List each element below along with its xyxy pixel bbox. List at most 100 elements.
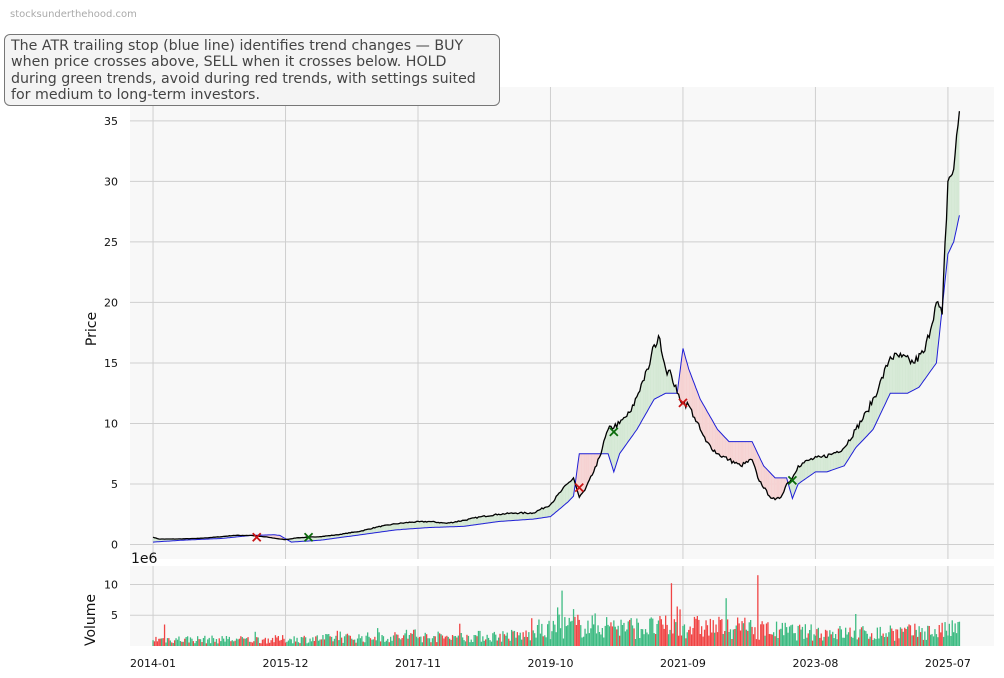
volume-bar [898, 638, 900, 646]
volume-bar [463, 640, 465, 646]
volume-bar [724, 631, 726, 646]
trend-up-fill [396, 523, 398, 530]
volume-bar [896, 629, 899, 646]
volume-bar [300, 637, 302, 646]
volume-bar [732, 629, 734, 646]
volume-bar [490, 641, 493, 646]
volume-bar [728, 632, 730, 646]
volume-bar [437, 631, 439, 646]
trend-up-fill [648, 364, 650, 410]
volume-bar [882, 633, 884, 646]
trend-down-fill [736, 441, 738, 464]
volume-bar [879, 626, 881, 646]
trend-up-fill [894, 353, 897, 394]
trend-up-fill [886, 365, 888, 403]
volume-bar [909, 625, 912, 646]
volume-bar [775, 621, 778, 646]
trend-up-fill [297, 537, 299, 542]
trend-down-fill [760, 459, 763, 486]
volume-bar [734, 629, 736, 646]
trend-up-fill [570, 479, 573, 500]
trend-down-fill [782, 477, 784, 495]
volume-bar [493, 631, 495, 646]
trend-up-fill [543, 507, 545, 518]
volume-bar [655, 634, 657, 646]
trend-up-fill [302, 537, 305, 542]
volume-bar [608, 626, 611, 646]
volume-bar [701, 626, 703, 646]
volume-bar [574, 616, 576, 646]
trend-up-fill [551, 501, 554, 516]
trend-up-fill [608, 426, 610, 459]
volume-bar [604, 625, 606, 646]
trend-down-fill [733, 441, 735, 464]
trend-up-fill [914, 356, 917, 390]
volume-bar [907, 626, 909, 646]
volume-bar [735, 625, 737, 646]
trend-down-fill [720, 432, 722, 458]
trend-up-fill [541, 507, 544, 518]
trend-up-fill [655, 343, 658, 399]
volume-bar [699, 634, 701, 646]
volume-bar [303, 635, 305, 646]
volume-bar [539, 633, 542, 646]
volume-bar [718, 616, 720, 646]
trend-up-fill [881, 377, 884, 412]
volume-bar [611, 626, 614, 646]
trend-up-fill [913, 362, 915, 391]
trend-down-fill [701, 401, 704, 436]
volume-bar [765, 623, 768, 646]
volume-bar [921, 628, 923, 646]
trend-up-fill [878, 381, 881, 418]
volume-bar [163, 624, 166, 646]
volume-bar [289, 638, 291, 646]
volume-bar [709, 618, 711, 646]
volume-bar [656, 624, 658, 646]
trend-up-fill [387, 524, 390, 531]
volume-bar [318, 640, 320, 646]
volume-bar [433, 636, 435, 646]
trend-down-fill [759, 456, 761, 482]
volume-bar [627, 621, 629, 646]
volume-bar [715, 624, 717, 646]
volume-bar [947, 635, 949, 646]
volume-bar [307, 642, 310, 646]
volume-bar [449, 638, 451, 646]
trend-down-fill [685, 358, 688, 408]
trend-up-fill [668, 370, 670, 394]
volume-bar [214, 641, 216, 646]
volume-bar [515, 637, 517, 646]
price-axis-title: Price [84, 312, 100, 346]
trend-up-fill [407, 522, 410, 530]
volume-bar [296, 637, 298, 646]
trend-up-fill [462, 520, 465, 527]
volume-bar [519, 632, 521, 646]
volume-bar [672, 633, 674, 646]
volume-panel: 5 10 [104, 566, 994, 646]
volume-bar [667, 634, 670, 646]
volume-bar [878, 638, 880, 646]
trend-down-fill [773, 476, 776, 500]
volume-bar [349, 635, 351, 646]
trend-down-fill [743, 441, 745, 464]
volume-bar [548, 620, 550, 646]
trend-up-fill [484, 515, 486, 524]
volume-bar [178, 636, 180, 646]
trend-up-fill [406, 522, 408, 530]
volume-bar [472, 642, 474, 646]
volume-bar [290, 639, 292, 646]
volume-bar [781, 622, 783, 646]
volume-bar [512, 631, 514, 646]
trend-up-fill [610, 426, 613, 468]
volume-bar [675, 622, 677, 646]
trend-up-fill [531, 513, 534, 520]
trend-up-fill [312, 536, 315, 541]
trend-up-fill [818, 455, 820, 472]
volume-bar [395, 634, 398, 646]
trend-down-fill [713, 421, 715, 452]
volume-bar [518, 635, 520, 646]
trend-up-fill [864, 411, 866, 439]
volume-bar [372, 639, 374, 646]
volume-bar [731, 639, 733, 646]
